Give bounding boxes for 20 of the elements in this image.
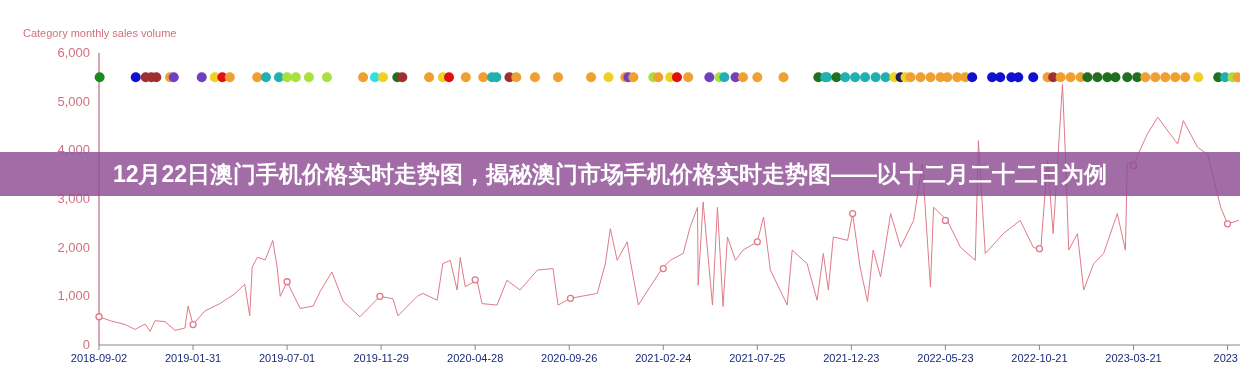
x-tick-label: 2021-12-23: [823, 352, 880, 364]
y-axis-title: Category monthly sales volume: [23, 27, 177, 39]
x-tick-label: 2019-07-01: [258, 352, 316, 364]
y-tick-label: 1,000: [57, 288, 90, 304]
x-tick-label: 2021-02-24: [635, 352, 692, 364]
x-tick-label: 2022-10-21: [1011, 352, 1068, 364]
y-tick-label: 2,000: [57, 239, 90, 255]
y-tick-label: 6,000: [57, 45, 90, 60]
y-tick-label: 0: [82, 337, 90, 352]
x-tick-label: 2022-05-23: [917, 352, 974, 364]
text: 12月22日澳门手机价格实时走势图，揭秘澳门市场手机价格实时走势图——以十二月二十二日为例: [112, 161, 1108, 187]
x-tick-label: 2018-09-02: [70, 352, 128, 364]
x-tick-label: 2020-04-28: [447, 352, 504, 364]
x-tick-label: 2020-09-26: [541, 352, 598, 364]
x-tick-label: 2023-03-21: [1105, 352, 1162, 364]
y-tick-label: 5,000: [57, 93, 90, 109]
x-tick-label: 2019-01-31: [164, 352, 222, 364]
x-tick-label: 2019-11-29: [353, 352, 409, 364]
x-tick-label: 2023: [1213, 352, 1238, 364]
x-tick-label: 2021-07-25: [729, 352, 786, 364]
